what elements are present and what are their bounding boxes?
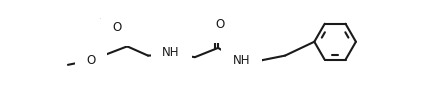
Text: NH: NH: [232, 54, 250, 67]
Text: O: O: [86, 54, 96, 67]
Text: O: O: [216, 18, 225, 31]
Text: NH: NH: [162, 46, 180, 59]
Text: O: O: [113, 21, 122, 34]
